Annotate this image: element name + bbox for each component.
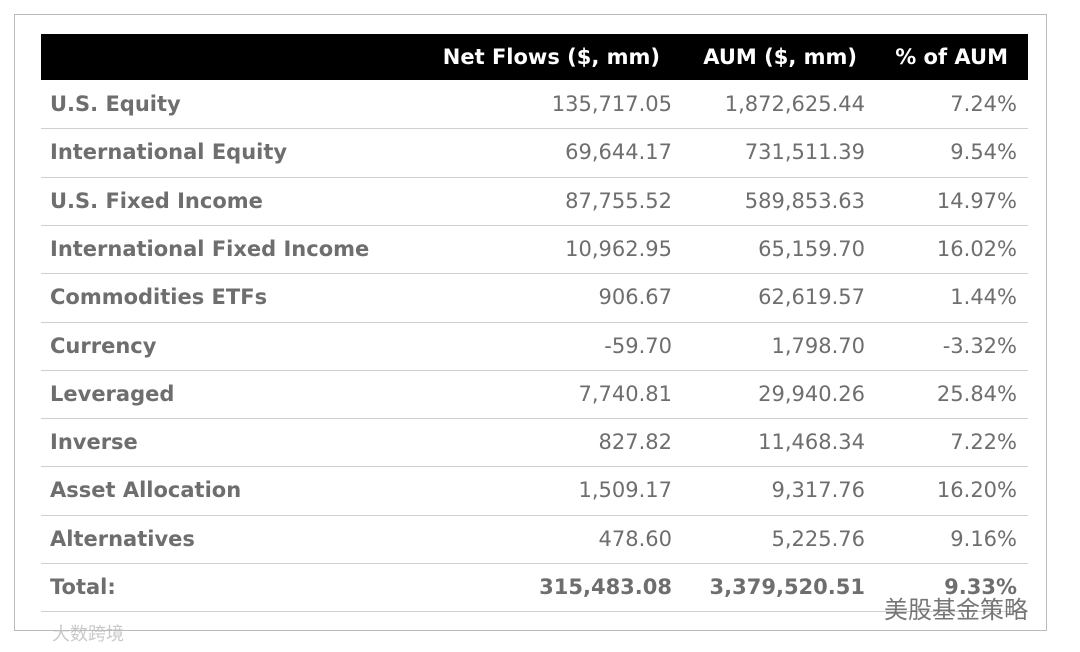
row-label: Leveraged [50, 381, 175, 406]
row-label: Alternatives [50, 526, 195, 551]
watermark: 美股基金策略 [884, 596, 1028, 624]
cell-value: 11,468.34 [758, 430, 865, 455]
row-divider [41, 611, 1028, 613]
watermark: 大数跨境 [52, 624, 124, 645]
cell-value: 7.22% [950, 430, 1017, 455]
column-header: % of AUM [895, 45, 1008, 69]
cell-value: 827.82 [598, 430, 672, 455]
cell-value: 9.54% [950, 140, 1017, 165]
row-label: U.S. Fixed Income [50, 188, 263, 213]
cell-value: 10,962.95 [565, 236, 672, 261]
row-label: Commodities ETFs [50, 285, 268, 310]
cell-value: 16.20% [936, 478, 1017, 503]
cell-value: 29,940.26 [758, 381, 865, 406]
cell-value: 16.02% [936, 236, 1017, 261]
cell-value: 7,740.81 [578, 381, 672, 406]
cell-value: -3.32% [942, 333, 1017, 358]
cell-value: -59.70 [604, 333, 672, 358]
cell-value: 5,225.76 [771, 526, 865, 551]
cell-value: 9.16% [950, 526, 1017, 551]
cell-value: 1,509.17 [578, 478, 672, 503]
row-label: Inverse [50, 430, 138, 455]
cell-value: 1,872,625.44 [724, 92, 865, 116]
row-divider [41, 563, 1028, 564]
cell-value: 9,317.76 [771, 478, 865, 503]
row-divider [41, 369, 1028, 371]
cell-value: 589,853.63 [744, 188, 865, 213]
row-label: Total: [50, 575, 116, 599]
cell-value: 315,483.08 [539, 575, 672, 599]
row-divider [41, 466, 1028, 468]
cell-value: 9.33% [944, 575, 1017, 599]
cell-value: 3,379,520.51 [709, 575, 865, 599]
cell-value: 1.44% [950, 285, 1017, 310]
row-divider [41, 176, 1028, 178]
cell-value: 62,619.57 [758, 285, 865, 310]
cell-value: 87,755.52 [565, 188, 672, 213]
cell-value: 14.97% [936, 188, 1017, 213]
cell-value: 731,511.39 [744, 140, 865, 165]
row-label: U.S. Equity [50, 92, 181, 116]
row-divider [41, 224, 1028, 226]
column-header: AUM ($, mm) [703, 45, 857, 69]
cell-value: 135,717.05 [551, 92, 672, 116]
row-divider [41, 321, 1028, 323]
row-label: Currency [50, 333, 157, 358]
frame [14, 14, 1047, 631]
cell-value: 69,644.17 [565, 140, 672, 165]
cell-value: 25.84% [936, 381, 1017, 406]
cell-value: 7.24% [950, 92, 1017, 116]
row-divider [41, 514, 1028, 516]
row-divider [41, 273, 1028, 275]
row-label: Asset Allocation [50, 478, 242, 503]
cell-value: 1,798.70 [771, 333, 865, 358]
row-label: International Equity [50, 140, 288, 165]
cell-value: 478.60 [598, 526, 672, 551]
row-divider [41, 128, 1028, 130]
cell-value: 65,159.70 [758, 236, 865, 261]
cell-value: 906.67 [598, 285, 672, 310]
header-bar [41, 34, 1028, 80]
row-divider [41, 418, 1028, 420]
row-label: International Fixed Income [50, 236, 370, 261]
column-header: Net Flows ($, mm) [442, 45, 660, 69]
